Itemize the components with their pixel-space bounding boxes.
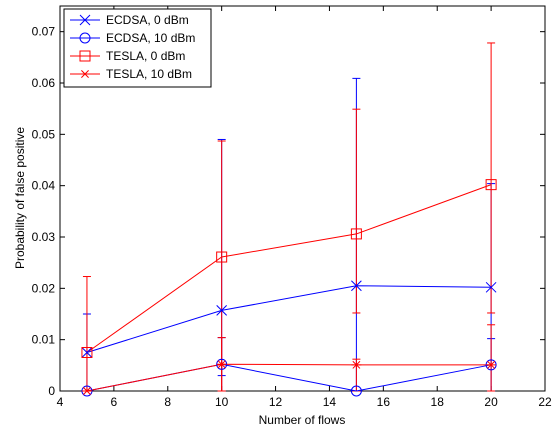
axis-ticks: 4 6 8 10 12 14 16 18 20 22 0 0.01 0.02 0.03 0.04 0.05 0.…	[32, 6, 552, 409]
square-marker	[79, 50, 91, 62]
series-lines	[86, 184, 492, 392]
legend-label: TESLA, 10 dBm	[106, 67, 192, 81]
star-marker	[216, 360, 227, 369]
x-marker	[81, 347, 93, 358]
legend-label: TESLA, 0 dBm	[106, 49, 185, 63]
x-tick-label: 4	[57, 395, 64, 409]
x-tick-label: 18	[431, 395, 445, 409]
square-marker	[216, 251, 228, 263]
series-markers	[81, 179, 497, 397]
star-marker	[81, 387, 92, 395]
y-tick-label: 0.01	[32, 333, 56, 347]
y-tick-label: 0.04	[32, 179, 56, 193]
x-tick-label: 8	[164, 395, 171, 409]
square-marker	[81, 347, 93, 358]
x-marker	[79, 14, 91, 26]
x-tick-label: 14	[323, 395, 337, 409]
square-marker	[485, 179, 497, 191]
legend: ECDSA, 0 dBm ECDSA, 10 dBm TESLA, 0 dBm TES…	[63, 8, 212, 88]
star-marker	[486, 360, 497, 369]
x-marker	[485, 281, 497, 293]
star-marker	[351, 360, 362, 369]
x-tick-label: 16	[377, 395, 391, 409]
x-marker	[351, 280, 362, 292]
x-axis-label: Number of flows	[259, 413, 346, 427]
x-tick-label: 12	[269, 395, 283, 409]
circle-marker	[79, 32, 91, 44]
x-tick-label: 10	[215, 395, 229, 409]
y-tick-label: 0.03	[32, 230, 56, 244]
x-tick-label: 6	[111, 395, 118, 409]
y-tick-label: 0	[48, 384, 55, 398]
star-marker	[80, 70, 90, 78]
series-line	[86, 184, 492, 353]
x-marker	[216, 305, 228, 316]
x-tick-label: 22	[538, 395, 552, 409]
legend-label: ECDSA, 10 dBm	[106, 31, 195, 45]
series-line	[86, 363, 492, 392]
square-marker	[350, 228, 362, 240]
legend-entries: ECDSA, 0 dBm ECDSA, 10 dBm TESLA, 0 dBm TES…	[70, 13, 195, 81]
legend-label: ECDSA, 0 dBm	[106, 13, 189, 27]
y-tick-label: 0.05	[32, 127, 56, 141]
y-tick-label: 0.07	[32, 25, 56, 39]
y-tick-label: 0.02	[32, 281, 56, 295]
circle-marker	[350, 385, 362, 397]
series-line	[86, 285, 492, 353]
y-axis-label: Probability of false positive	[13, 127, 27, 269]
y-tick-label: 0.06	[32, 76, 56, 90]
x-tick-label: 20	[484, 395, 498, 409]
